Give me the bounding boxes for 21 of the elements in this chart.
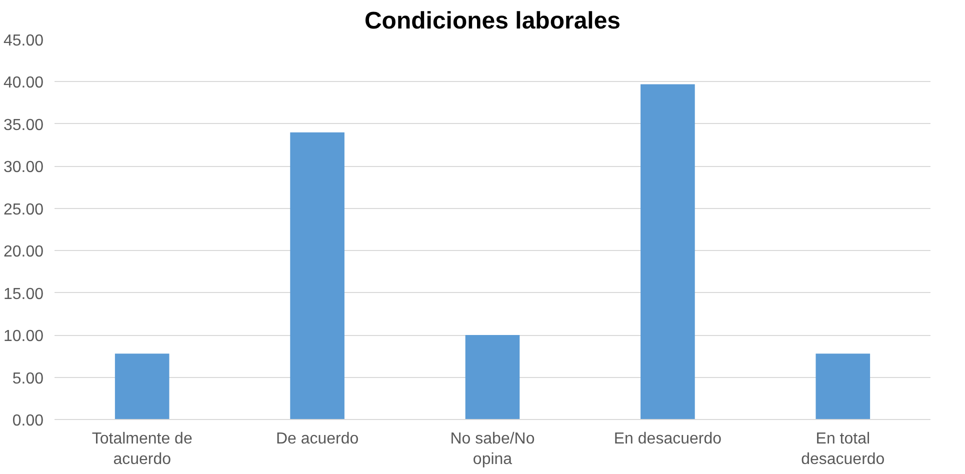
bar (640, 84, 695, 420)
bar (114, 354, 170, 420)
x-tick-label: En desacuerdo (614, 430, 722, 448)
bar (465, 335, 520, 420)
y-tick-label: 40.00 (3, 74, 44, 92)
y-tick-label: 35.00 (3, 116, 44, 134)
x-tick-label: De acuerdo (276, 430, 359, 448)
x-tick-label: No sabe/No opina (450, 430, 535, 468)
bar (290, 132, 344, 420)
y-tick-label: 5.00 (12, 370, 44, 388)
x-tick-label: Totalmente de acuerdo (92, 430, 192, 468)
bar (816, 354, 870, 420)
y-tick-label: 10.00 (3, 328, 44, 346)
y-tick-label: 45.00 (3, 32, 44, 50)
x-tick-label: En total desacuerdo (801, 430, 885, 468)
y-tick-label: 25.00 (3, 201, 44, 218)
chart-title: Condiciones laborales (364, 8, 621, 34)
y-tick-label: 20.00 (3, 244, 44, 261)
y-tick-label: 0.00 (12, 412, 44, 430)
y-tick-label: 30.00 (3, 159, 44, 176)
y-tick-label: 15.00 (3, 286, 44, 303)
